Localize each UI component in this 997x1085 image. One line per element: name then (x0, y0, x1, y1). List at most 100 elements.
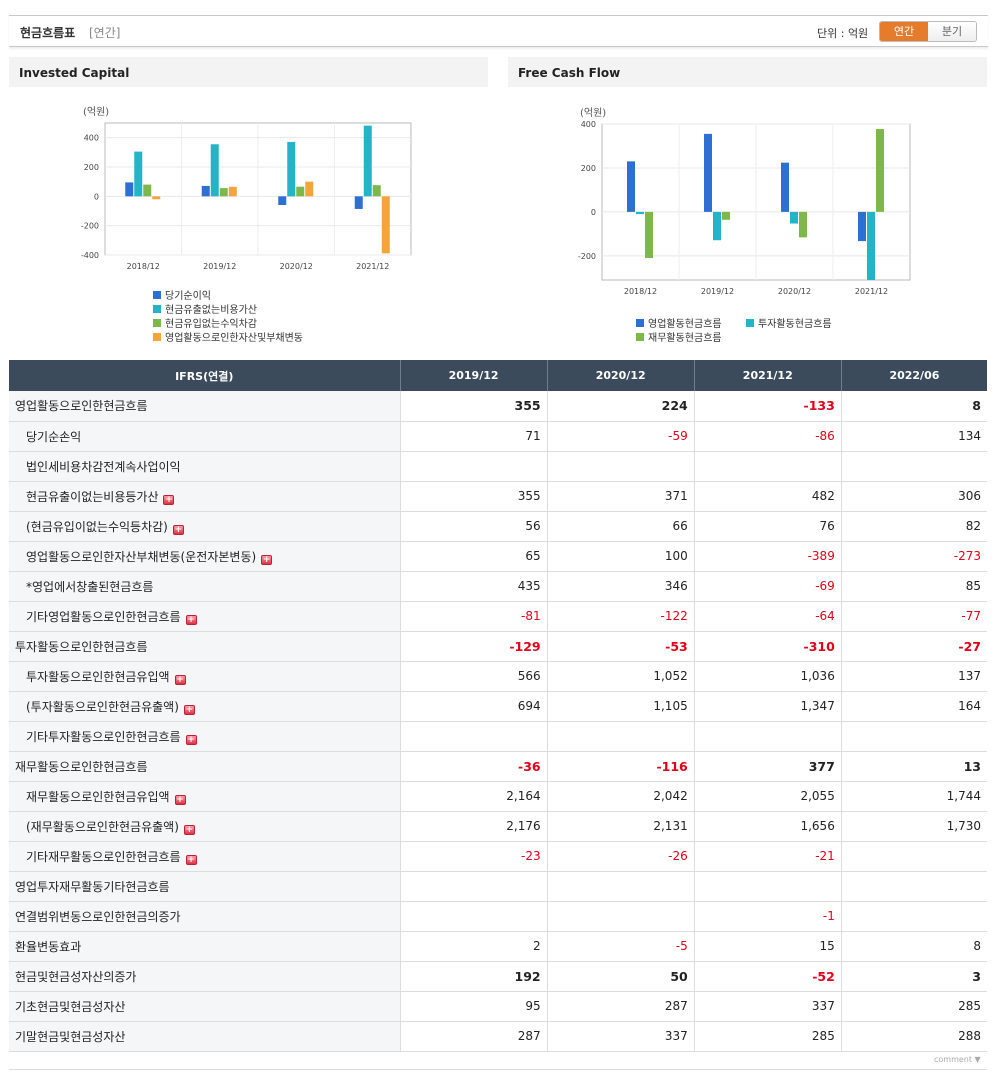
table-row: 영업투자재무활동기타현금흐름 (9, 870, 987, 902)
expand-plus-icon[interactable]: + (174, 794, 186, 805)
value-cell (399, 451, 548, 482)
value-cell: 337 (693, 991, 842, 1022)
legend-label: 당기순이익 (165, 290, 211, 302)
expand-plus-icon[interactable]: + (183, 704, 195, 715)
legend-label: 투자활동현금흐름 (758, 317, 832, 330)
value-cell: 566 (399, 661, 548, 692)
bar[interactable] (645, 211, 653, 259)
table-row: 기초현금및현금성자산 95 287 337 285 (9, 991, 987, 1022)
section-period: [연간] (89, 26, 121, 40)
bar[interactable] (722, 211, 730, 220)
row-label-cell: 법인세비용차감전계속사업이익 (9, 451, 400, 482)
bar[interactable] (287, 141, 296, 197)
bar[interactable] (305, 181, 314, 197)
row-label: 기말현금및현금성자산 (15, 1029, 126, 1044)
legend-label: 재무활동현금흐름 (648, 331, 722, 344)
row-label-cell: 기타영업활동으로인한현금흐름 + (9, 601, 400, 632)
bar[interactable] (134, 151, 143, 197)
toggle-quarter[interactable]: 분기 (928, 22, 976, 41)
legend-swatch (636, 333, 644, 341)
value-cell: 100 (546, 541, 695, 572)
row-label: 당기순손익 (26, 429, 82, 444)
value-cell: 8 (840, 391, 987, 422)
expand-plus-icon[interactable]: + (185, 734, 197, 745)
expand-plus-icon[interactable]: + (172, 524, 184, 535)
row-label: 기초현금및현금성자산 (15, 999, 126, 1014)
value-cell: 13 (840, 750, 987, 782)
bar[interactable] (713, 211, 721, 241)
bar[interactable] (354, 196, 363, 209)
invested-capital-title: Invested Capital (9, 57, 488, 87)
value-cell: -69 (693, 571, 842, 602)
bar[interactable] (704, 133, 712, 212)
table-row: 기타영업활동으로인한현금흐름 + -81 -122 -64 -77 (9, 601, 987, 632)
row-label: 영업활동으로인한자산부채변동(운전자본변동) (26, 549, 257, 564)
expand-plus-icon[interactable]: + (185, 854, 197, 865)
bar[interactable] (372, 185, 381, 197)
bar[interactable] (278, 196, 287, 205)
expand-plus-icon[interactable]: + (185, 614, 197, 625)
bar[interactable] (363, 125, 372, 197)
row-label: (투자활동으로인한현금유출액) (26, 699, 179, 714)
expand-plus-icon[interactable]: + (183, 824, 195, 835)
row-label-cell: 투자활동으로인한현금흐름 (9, 630, 400, 662)
bar[interactable] (125, 182, 134, 197)
bar[interactable] (201, 185, 210, 197)
bar[interactable] (781, 162, 789, 212)
legend-label: 현금유입없는수익차감 (165, 317, 257, 330)
bar[interactable] (228, 186, 237, 197)
value-cell (546, 451, 695, 482)
value-cell: 164 (840, 691, 987, 722)
bar[interactable] (790, 211, 798, 224)
value-cell (840, 901, 987, 932)
y-tick-label: 0 (94, 192, 99, 201)
column-header-period: 2021/12 (693, 360, 842, 391)
value-cell: -116 (546, 750, 695, 782)
row-label-cell: 환율변동효과 (9, 931, 400, 962)
bar[interactable] (210, 144, 219, 197)
bar[interactable] (219, 188, 228, 197)
row-label: 재무활동으로인한현금유입액 (26, 789, 170, 804)
y-tick-label: -400 (81, 251, 99, 260)
legend-swatch (153, 305, 161, 313)
comment-toggle[interactable]: comment ▼ (934, 1055, 981, 1064)
row-label-cell: *영업에서창출된현금흐름 (9, 571, 400, 602)
bar[interactable] (143, 184, 152, 197)
bar[interactable] (867, 211, 875, 280)
expand-plus-icon[interactable]: + (261, 554, 273, 565)
value-cell (693, 721, 842, 752)
bar[interactable] (296, 186, 305, 197)
value-cell: -77 (840, 601, 987, 632)
value-cell: 56 (399, 511, 548, 542)
value-cell: 2,164 (399, 781, 548, 812)
bar[interactable] (636, 211, 644, 215)
row-label-cell: 재무활동으로인한현금유입액 + (9, 781, 400, 812)
bar[interactable] (858, 211, 866, 242)
row-label-cell: 현금및현금성자산의증가 (9, 961, 400, 992)
row-label: 현금및현금성자산의증가 (15, 969, 137, 984)
table-row: 투자활동으로인한현금흐름 -129 -53 -310 -27 (9, 630, 987, 662)
expand-plus-icon[interactable]: + (163, 494, 175, 505)
row-label: 기타투자활동으로인한현금흐름 (26, 729, 181, 744)
bar[interactable] (381, 196, 390, 254)
value-cell: -122 (546, 601, 695, 632)
value-cell: 1,347 (693, 691, 842, 722)
value-cell (546, 901, 695, 932)
value-cell: -59 (546, 421, 695, 452)
row-label: 영업활동으로인한현금흐름 (15, 399, 148, 414)
value-cell: 192 (399, 961, 548, 992)
bar[interactable] (627, 161, 635, 212)
row-label-cell: (현금유입이없는수익등차감) + (9, 511, 400, 542)
legend-label: 영업활동현금흐름 (648, 317, 722, 330)
y-tick-label: 200 (84, 163, 99, 172)
expand-plus-icon[interactable]: + (174, 674, 186, 685)
row-label: 기타재무활동으로인한현금흐름 (26, 849, 181, 864)
value-cell (546, 721, 695, 752)
bar[interactable] (152, 196, 161, 200)
bar[interactable] (876, 129, 884, 212)
row-label: 영업투자재무활동기타현금흐름 (15, 879, 170, 894)
free-cash-flow-chart: (억원)400 200 0 -200 2018/12 2019/12 2020/12 2021… (578, 107, 911, 344)
bar[interactable] (799, 211, 807, 238)
toggle-annual[interactable]: 연간 (880, 22, 928, 41)
value-cell: -52 (693, 961, 842, 992)
